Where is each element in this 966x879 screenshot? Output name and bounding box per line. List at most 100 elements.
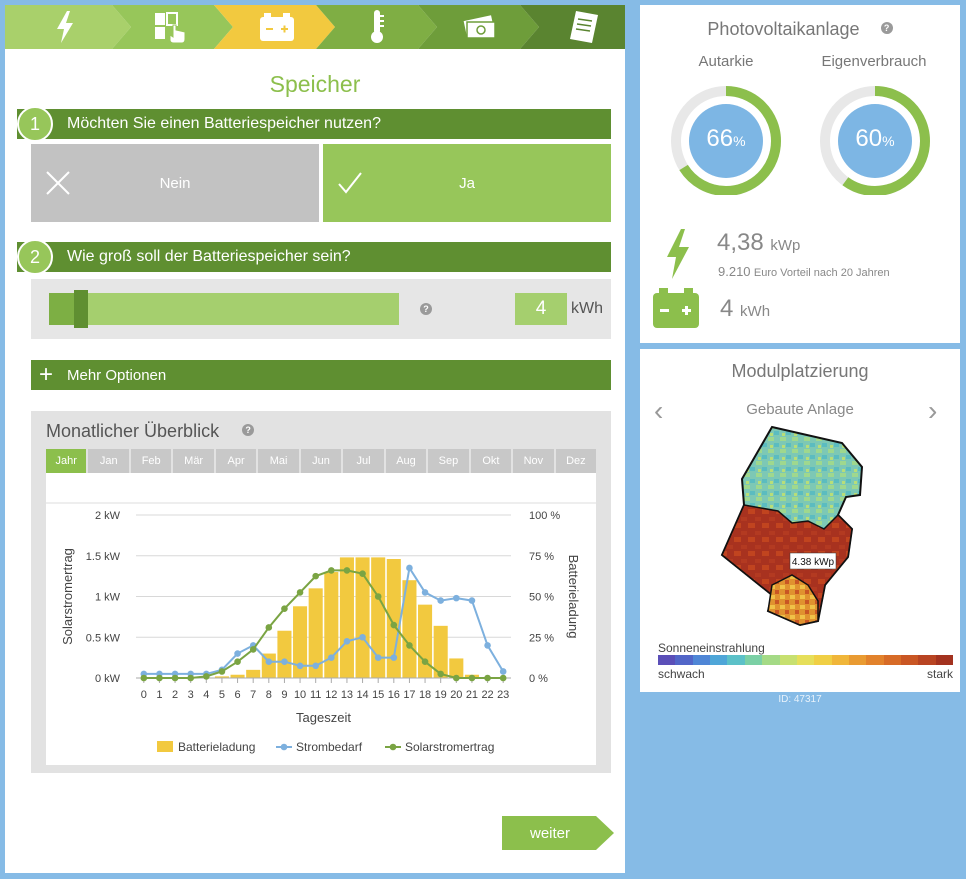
point-strombedarf [468,597,476,604]
overview-help-icon[interactable]: ? [242,424,255,436]
daily-profile-chart: 0 kW 0.5 kW 1 kW 1.5 kW 2 kW 0 % 25 % 50 % 75 % 1… [46,502,596,754]
y-right-tick-label: 0 % [529,673,548,685]
autarkie-label: Autarkie [698,53,754,70]
y-left-tick-label: 0 kW [95,673,121,685]
pv-savings-value: 9.210 [718,264,751,279]
point-solarstromertrag [265,624,273,631]
month-tab-jan[interactable]: Jan [88,449,129,473]
point-strombedarf [234,650,241,657]
legend-swatch [883,655,902,665]
next-button[interactable]: weiter [502,816,614,850]
battery-size-slider[interactable] [49,290,399,328]
point-solarstromertrag [406,642,413,649]
point-solarstromertrag [343,567,351,574]
month-tab-feb[interactable]: Feb [130,449,172,473]
point-strombedarf [265,658,273,665]
month-tab-jun[interactable]: Jun [300,449,342,473]
legend-swatch [901,655,919,665]
bar-batterieladung [308,588,323,678]
month-tab-mär[interactable]: Mär [173,449,214,473]
battery-size-input[interactable]: 4 [515,293,567,325]
bar-batterieladung [293,606,308,678]
legend-marker-strombedarf [280,743,288,751]
ring-center [689,104,763,178]
legend-swatch [848,655,867,665]
x-tick-label: 8 [266,689,272,701]
close-icon [45,170,71,200]
storage-capacity: 4 kWh [720,295,770,323]
module-placement-card: Modulplatzierung ‹ › Gebaute Anlage [640,349,960,692]
roof-map[interactable]: 4.38 kWp [720,425,880,635]
point-strombedarf [484,642,491,649]
point-solarstromertrag [499,674,507,682]
slider-fill [49,293,74,325]
pv-help-icon[interactable]: ? [880,22,893,34]
month-tab-aug[interactable]: Aug [385,449,427,473]
no-battery-button[interactable]: Nein [31,144,319,222]
legend-swatch [935,655,954,665]
month-tab-apr[interactable]: Apr [215,449,257,473]
no-button-label: Nein [159,174,191,192]
money-icon [460,5,500,49]
step-6-bg[interactable] [520,5,625,49]
next-button-label: weiter [529,824,570,842]
point-solarstromertrag [312,572,319,580]
pv-power-unit: kWp [770,237,801,254]
point-strombedarf [437,597,444,604]
point-solarstromertrag [453,674,460,682]
legend-marker-solarstromertrag [389,743,397,751]
point-solarstromertrag [421,658,429,665]
configurator-panel: Speicher 1 Möchten Sie einen Batteriespe… [5,5,625,873]
prev-arrow-icon[interactable]: ‹ [654,395,664,426]
more-options-button[interactable]: + Mehr Optionen [31,360,611,390]
legend-swatch [779,655,797,665]
question-1-label: Möchten Sie einen Batteriespeicher nutze… [67,115,381,132]
point-solarstromertrag [484,674,491,682]
month-tab-nov[interactable]: Nov [513,449,554,473]
point-strombedarf [312,662,319,670]
point-strombedarf [453,594,460,602]
autarkie-ring [671,86,781,195]
x-tick-label: 14 [356,689,368,701]
thermometer-icon [365,5,389,49]
battery-icon [653,288,699,333]
y-right-axis-label: Batterieladung [566,555,581,639]
month-tab-okt[interactable]: Okt [470,449,512,473]
month-tab-sep[interactable]: Sep [428,449,469,473]
x-tick-label: 3 [188,689,194,701]
point-strombedarf [421,589,429,596]
legend-swatch [744,655,763,665]
monthly-overview-panel: Monatlicher Überblick ? Jahr Jan Feb Mär Apr… [31,411,611,773]
month-tab-jul[interactable]: Jul [343,449,384,473]
pv-savings-text: Euro Vorteil nach 20 Jahren [753,267,890,279]
autarkie-number: 66 [706,125,734,152]
pv-power-value: 4,38 [717,229,764,256]
point-solarstromertrag [249,646,257,653]
month-tab-dez[interactable]: Dez [555,449,597,473]
legend-swatch [692,655,711,665]
slider-thumb[interactable] [73,290,88,328]
next-button-shape [502,816,614,850]
legend-label-batterieladung: Batterieladung [178,740,255,754]
x-tick-label: 12 [325,689,337,701]
y-left-tick-label: 1.5 kW [86,551,121,563]
x-axis-label: Tageszeit [296,710,351,725]
month-tab-mai[interactable]: Mai [258,449,299,473]
pv-title-text: Photovoltaikanlage [707,19,860,39]
yes-battery-button[interactable]: Ja [323,144,611,222]
question-2-bar: 2 Wie groß soll der Batteriespeicher sei… [17,239,611,275]
x-tick-label: 0 [141,689,147,701]
document-icon [565,5,605,49]
eigenverbrauch-value: 60% [825,125,925,153]
point-strombedarf [296,662,304,670]
bar-batterieladung [386,559,401,678]
month-tab-jahr[interactable]: Jahr [46,449,87,473]
y-right-tick-label: 50 % [529,592,554,604]
next-arrow-icon[interactable]: › [928,395,938,426]
roof-selection-icon [150,5,190,49]
question-2-label: Wie groß soll der Batteriespeicher sein? [67,248,351,265]
x-tick-label: 19 [435,689,447,701]
help-icon[interactable]: ? [420,303,432,315]
legend-label-solarstromertrag: Solarstromertrag [405,740,494,754]
yes-button-label: Ja [459,174,475,192]
